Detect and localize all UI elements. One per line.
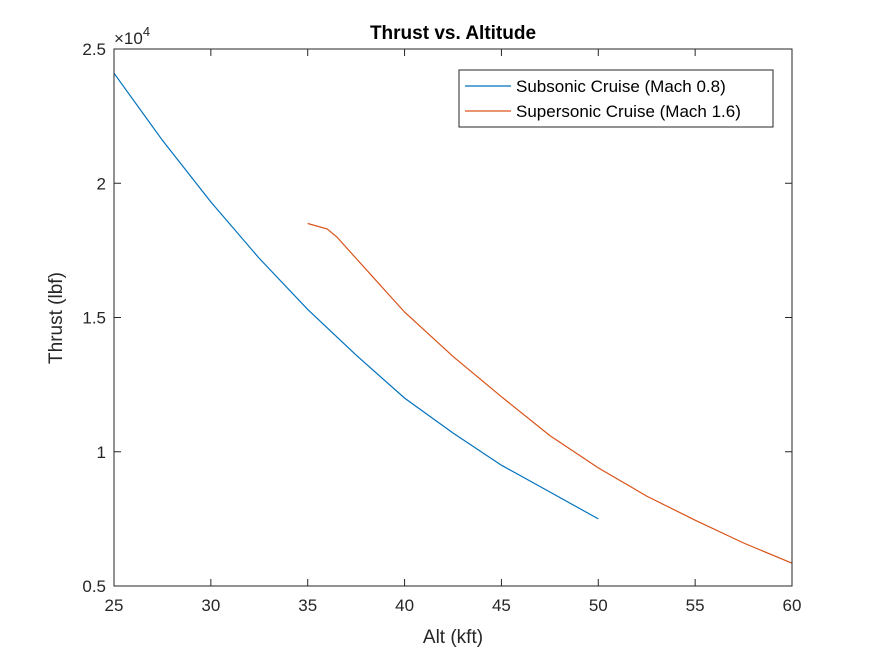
y-exponent-power: 4 (143, 24, 150, 39)
x-tick-label: 40 (395, 596, 414, 615)
y-tick-label: 1.5 (82, 309, 106, 328)
y-axis-label: Thrust (lbf) (46, 272, 67, 364)
axes-box (113, 48, 793, 587)
x-tick-label: 45 (492, 596, 511, 615)
x-tick-label: 30 (201, 596, 220, 615)
legend-box (458, 69, 774, 128)
plot-area (114, 49, 792, 586)
series-line-2 (307, 222, 793, 564)
y-tick-label: 0.5 (82, 577, 106, 596)
y-tick-label: 2.5 (82, 40, 106, 59)
y-exponent-base: ×10 (114, 29, 143, 48)
ticks-layer: 25 30 35 40 45 50 55 60 0.5 1 1.5 2 2.5 (82, 40, 801, 615)
x-tick-label: 35 (298, 596, 317, 615)
x-axis-label: Alt (kft) (423, 627, 483, 648)
x-tick-label: 55 (686, 596, 705, 615)
legend-label-2: Supersonic Cruise (Mach 1.6) (516, 102, 741, 121)
y-tick-label: 2 (97, 174, 106, 193)
x-tick-label: 25 (105, 596, 124, 615)
x-tick-label: 50 (589, 596, 608, 615)
y-tick-label: 1 (97, 443, 106, 462)
lines-layer (113, 72, 793, 564)
y-exponent-label: ×104 (114, 24, 150, 48)
legend: Subsonic Cruise (Mach 0.8) Supersonic Cru… (458, 69, 774, 128)
legend-label-1: Subsonic Cruise (Mach 0.8) (516, 77, 726, 96)
series-line-1 (113, 72, 599, 520)
chart-title: Thrust vs. Altitude (370, 23, 536, 44)
x-tick-label: 60 (783, 596, 802, 615)
